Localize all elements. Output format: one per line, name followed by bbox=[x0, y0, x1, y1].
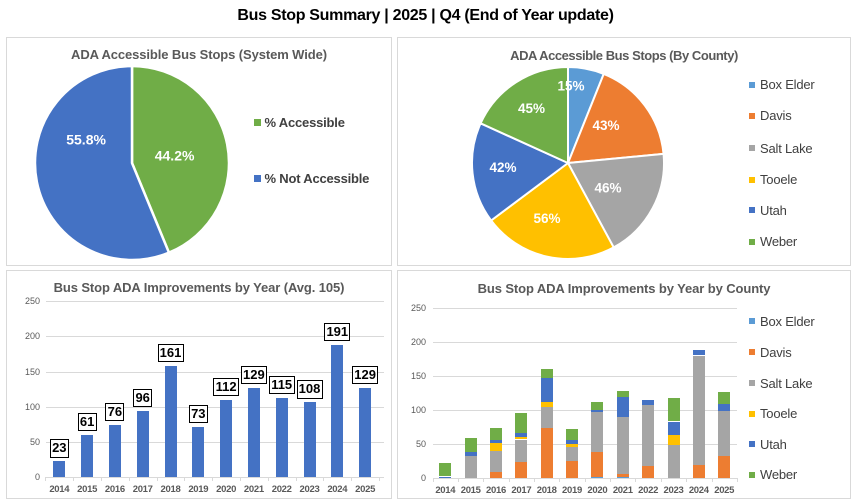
svg-text:55.8%: 55.8% bbox=[66, 132, 106, 148]
svg-text:44.2%: 44.2% bbox=[155, 148, 195, 164]
svg-text:46%: 46% bbox=[594, 181, 621, 196]
svg-text:15%: 15% bbox=[557, 79, 584, 94]
svg-text:43%: 43% bbox=[592, 118, 619, 133]
svg-text:45%: 45% bbox=[518, 101, 545, 116]
svg-text:56%: 56% bbox=[533, 211, 560, 226]
svg-text:42%: 42% bbox=[489, 160, 516, 175]
